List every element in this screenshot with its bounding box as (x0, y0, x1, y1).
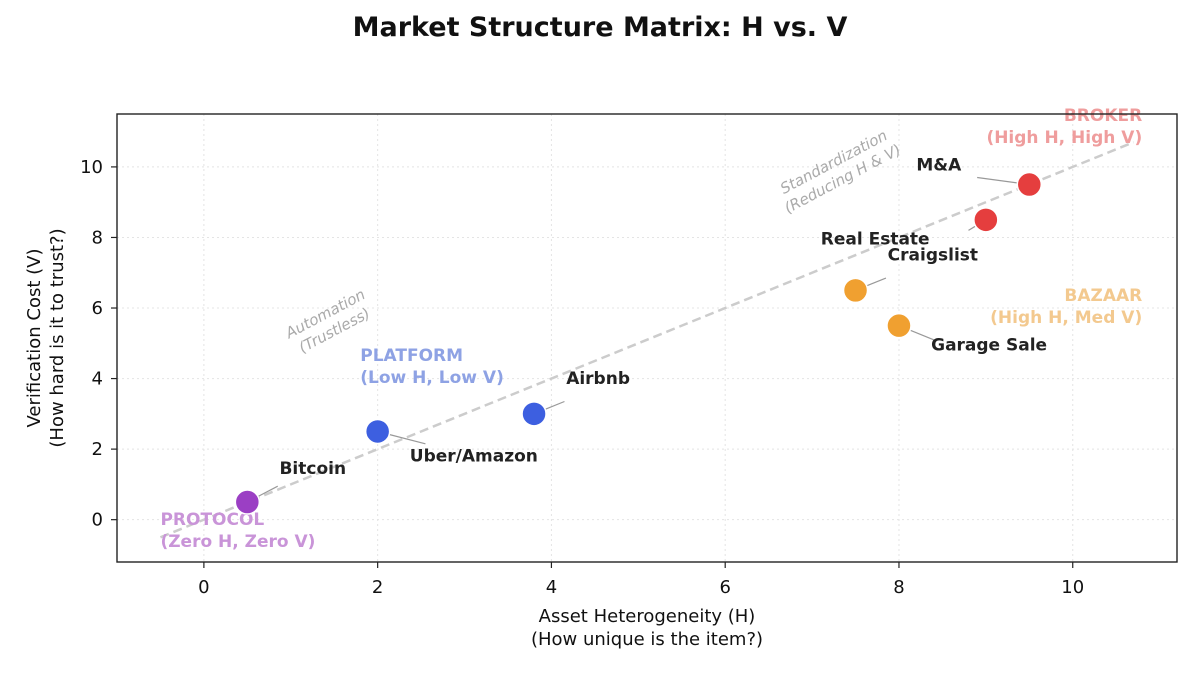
point-connector (257, 485, 279, 498)
y-tick-label: 2 (92, 439, 103, 460)
y-tick-label: 8 (92, 227, 103, 248)
y-axis-label-line1: Verification Cost (V) (24, 249, 45, 428)
point-connector (389, 433, 426, 445)
x-tick-label: 2 (372, 577, 383, 598)
x-tick-label: 4 (546, 577, 557, 598)
point-label: Garage Sale (931, 335, 1047, 355)
data-point (364, 418, 391, 445)
data-point (521, 401, 547, 427)
x-tick-label: 8 (893, 577, 904, 598)
point-connector (968, 225, 976, 231)
data-points: Bitcoin Uber/Amazon Airbnb Craigslist Garage… (234, 155, 1047, 515)
point-connector (909, 329, 934, 341)
region-title: PLATFORM (360, 346, 463, 366)
point-label: Bitcoin (279, 459, 346, 479)
region-title: BROKER (1064, 106, 1142, 126)
point-label: Airbnb (566, 369, 630, 389)
y-tick-label: 0 (92, 510, 103, 531)
point-label: M&A (916, 155, 962, 175)
chart-title: Market Structure Matrix: H vs. V (353, 12, 848, 43)
x-tick-label: 0 (198, 577, 209, 598)
x-tick-label: 10 (1061, 577, 1084, 598)
region-title: BAZAAR (1064, 286, 1142, 306)
plot-frame (116, 113, 1178, 563)
region-labels: PROTOCOL(Zero H, Zero V) PLATFORM(Low H, … (160, 106, 1142, 552)
region-subtitle: (Zero H, Zero V) (160, 532, 315, 552)
x-axis-label-line2: (How unique is the item?) (531, 629, 763, 650)
point-connector (866, 277, 887, 287)
grid (117, 114, 1177, 562)
point-connector (544, 400, 565, 410)
data-point (842, 277, 869, 304)
y-tick-label: 4 (92, 369, 103, 390)
trend-annotation: Standardization(Reducing H & V) (777, 126, 904, 217)
point-label: Uber/Amazon (410, 446, 538, 466)
point-connector (977, 176, 1018, 184)
trend-line (159, 141, 1135, 539)
data-point (1016, 171, 1043, 198)
x-tick-label: 6 (719, 577, 730, 598)
region-subtitle: (High H, High V) (986, 128, 1142, 148)
data-point (973, 207, 999, 233)
region-title: PROTOCOL (160, 510, 264, 530)
axis-ticks: 0 2 4 6 8 10 0 2 4 6 8 10 (80, 157, 1084, 598)
data-point (234, 489, 261, 515)
region-subtitle: (Low H, Low V) (360, 368, 504, 388)
data-point (886, 312, 912, 339)
y-tick-label: 10 (80, 157, 103, 178)
point-label: Real Estate (821, 230, 930, 250)
x-axis-label-line1: Asset Heterogeneity (H) (539, 606, 756, 627)
y-tick-label: 6 (92, 298, 103, 319)
point-label: Craigslist (888, 245, 978, 265)
region-subtitle: (High H, Med V) (990, 308, 1142, 328)
y-axis-label-line2: (How hard is it to trust?) (47, 228, 68, 447)
